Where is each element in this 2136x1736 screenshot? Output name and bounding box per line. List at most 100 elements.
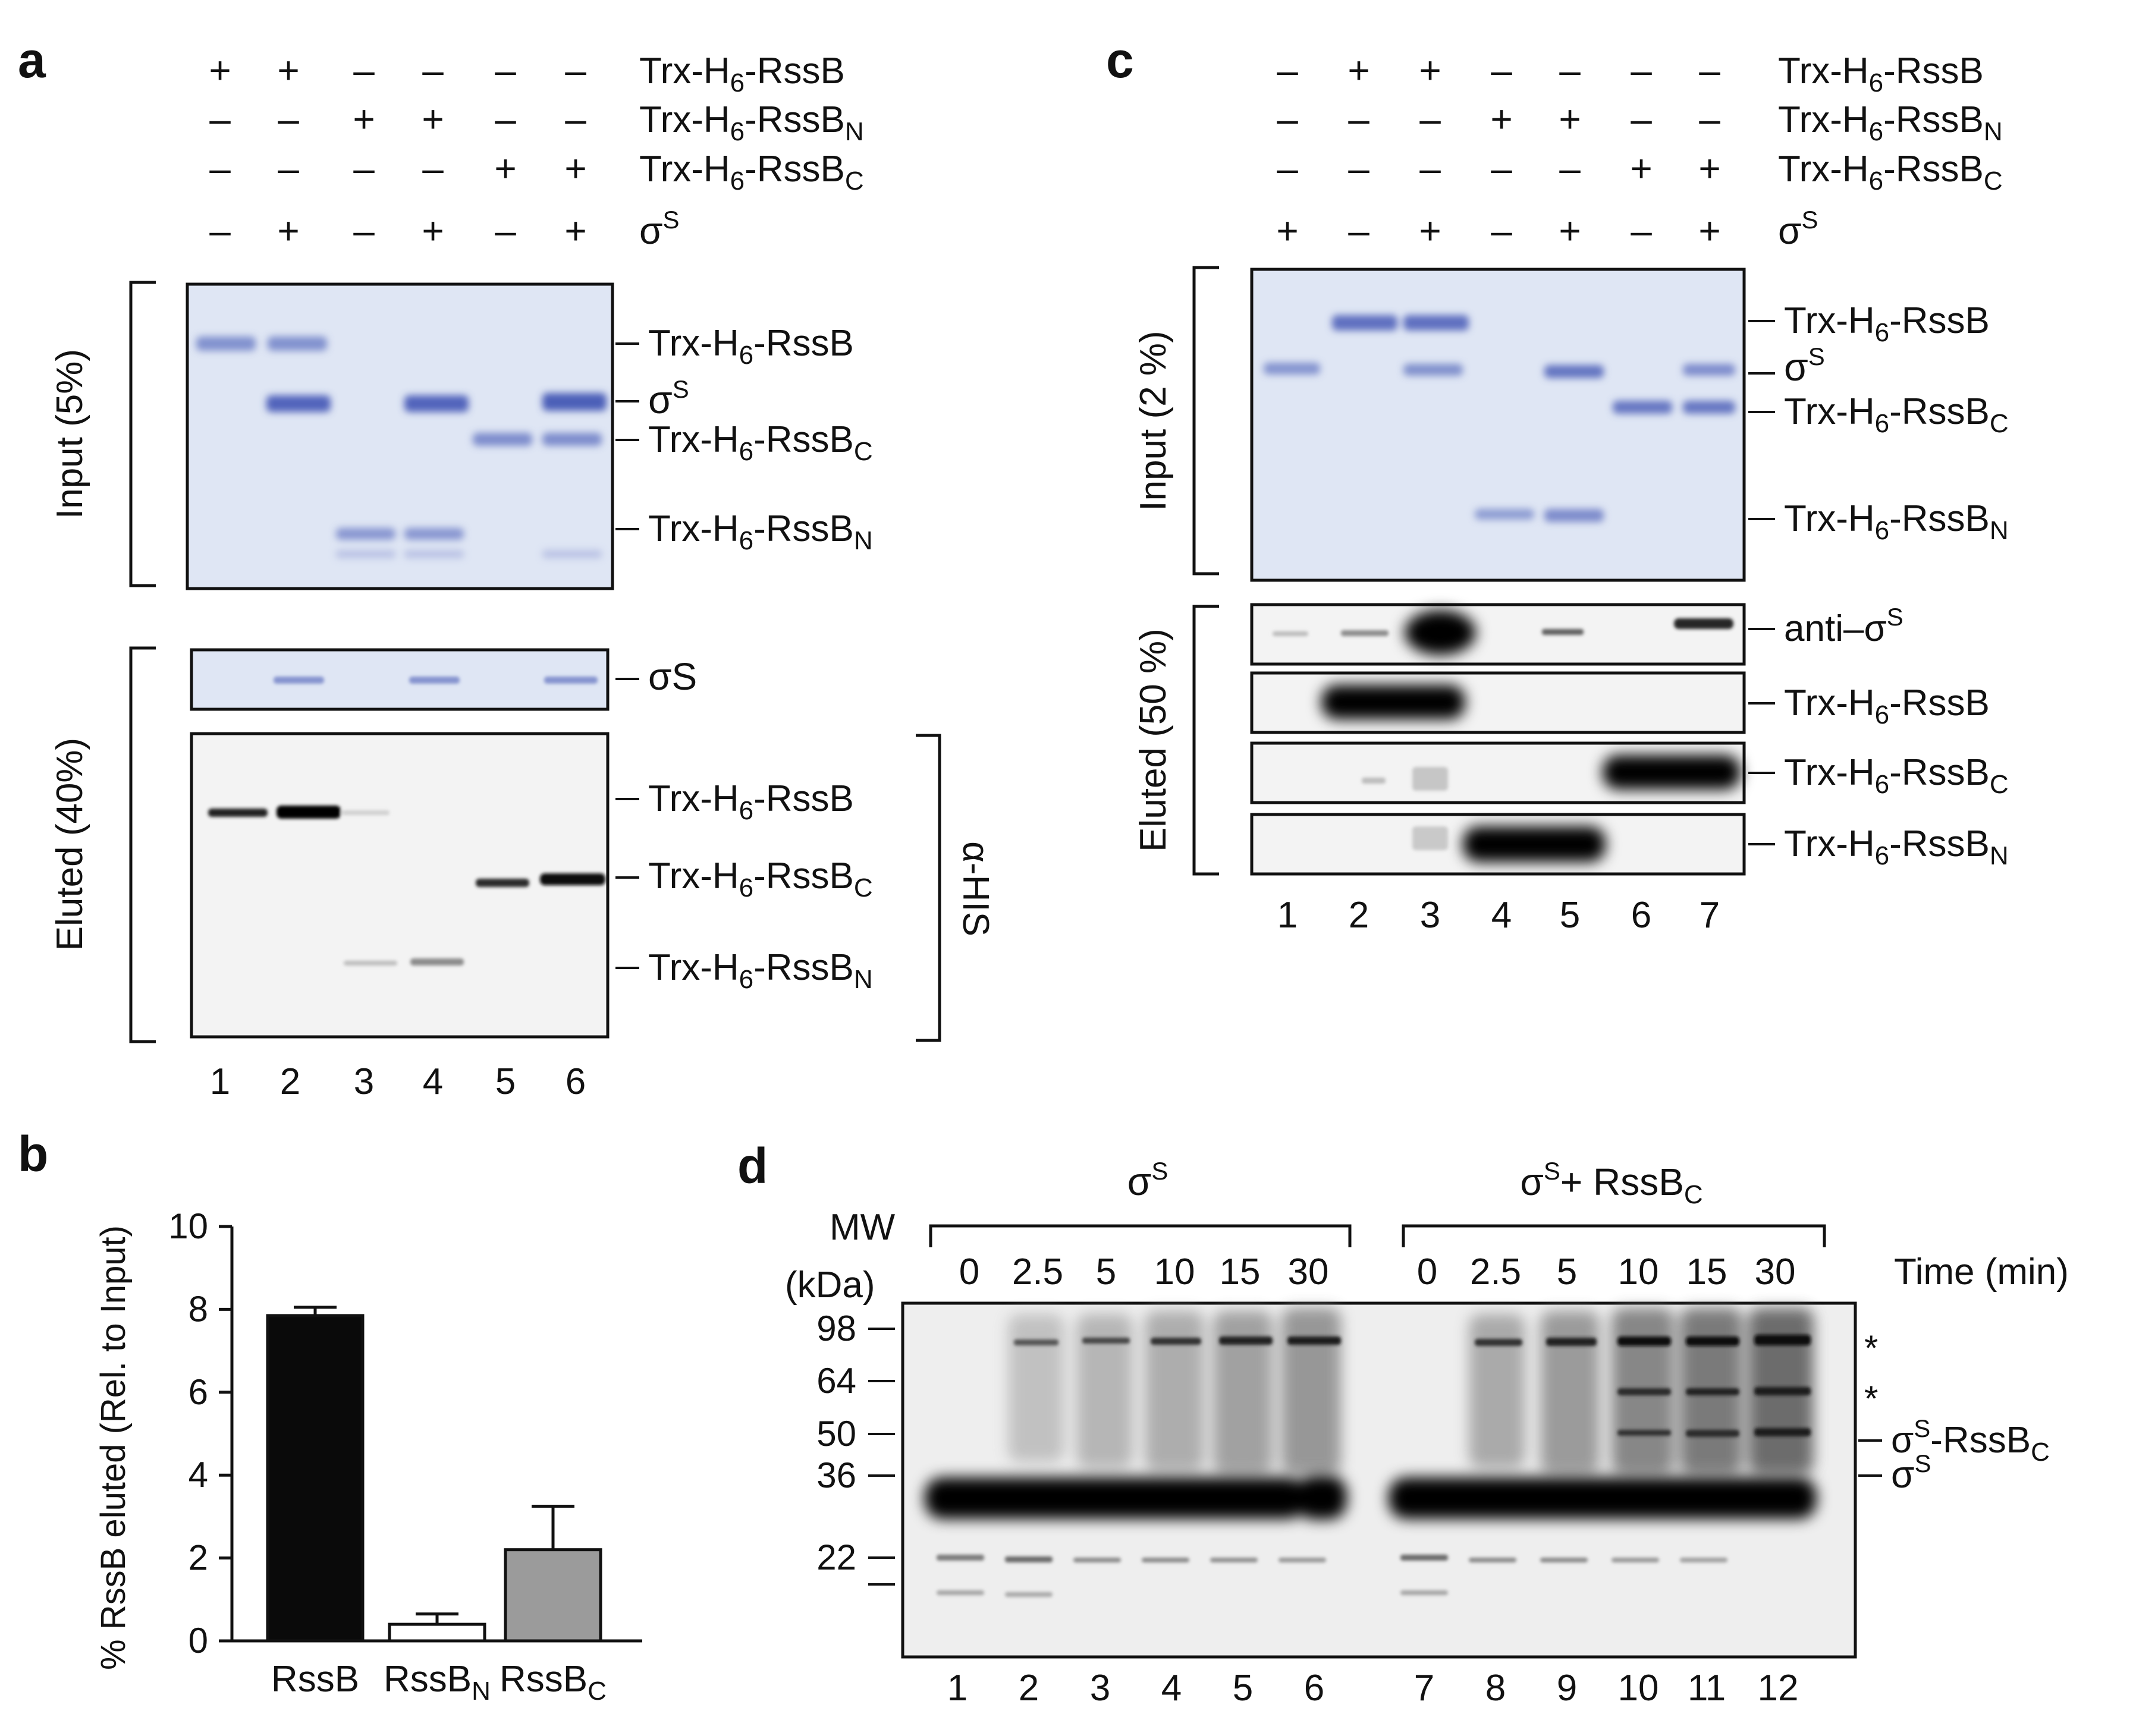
panel-c-row-1: – + + – – – – Trx-H6-RssB	[1277, 49, 1984, 98]
time-point: 2.5	[1470, 1251, 1521, 1292]
lane-number: 12	[1758, 1668, 1799, 1709]
sign: +	[1490, 98, 1512, 140]
band-rssbc	[473, 433, 532, 446]
panel-c-condition-table: – + + – – – – Trx-H6-RssB – – – + + – – …	[1276, 49, 2002, 252]
row-label: σS	[639, 206, 680, 252]
x-tick-label: RssB	[271, 1659, 359, 1700]
lane-number: 1	[210, 1061, 230, 1102]
label-rssbn: Trx-H6-RssBN	[1784, 823, 2009, 870]
label-rssbn: Trx-H6-RssBN	[1784, 498, 2009, 545]
x-tick-label: RssBN	[384, 1659, 491, 1706]
sign: +	[422, 98, 444, 140]
input-bracket	[129, 281, 156, 587]
y-tick-label: 4	[189, 1455, 208, 1495]
label-blot-rssb: Trx-H6-RssB	[648, 778, 854, 825]
lane-number: 6	[1304, 1668, 1324, 1709]
lane-number: 5	[495, 1061, 516, 1102]
sign: –	[495, 98, 516, 140]
sign: –	[1559, 49, 1581, 92]
lane-number: 7	[1414, 1668, 1434, 1709]
sign: +	[277, 49, 299, 92]
bands	[196, 336, 607, 558]
mw-22: 22	[816, 1537, 856, 1577]
lane-number: 10	[1618, 1668, 1659, 1709]
label-rssbn: Trx-H6-RssBN	[648, 508, 873, 555]
lane-number: 2	[1019, 1668, 1039, 1709]
time-label: Time (min)	[1894, 1251, 2069, 1292]
kda-label: (kDa)	[785, 1265, 875, 1306]
panel-a: a + + – – – – Trx-H6-RssB – – + + – – Tr…	[18, 32, 996, 1102]
sign: +	[1347, 49, 1369, 92]
eluted-label: Eluted (40%)	[49, 738, 90, 951]
row-label: Trx-H6-RssBC	[1778, 149, 2003, 196]
time-point: 15	[1220, 1251, 1261, 1292]
coomassie-gel	[1250, 268, 1746, 582]
label-blot-rssbc: Trx-H6-RssBC	[648, 856, 873, 902]
input-marker-lines	[615, 342, 639, 530]
y-axis-title: % RssB eluted (Rel. to Input)	[94, 1225, 133, 1670]
sign: –	[1348, 98, 1369, 140]
mw-64: 64	[816, 1361, 856, 1401]
panel-c-label: c	[1106, 32, 1134, 88]
eluted-band-labels: anti–σS Trx-H6-RssB Trx-H6-RssBC Trx-H6-…	[1784, 603, 2009, 870]
sign: –	[1631, 209, 1652, 252]
eluted-marker-lines	[1748, 628, 1775, 845]
blot-anti-sigma	[1250, 603, 1746, 666]
panel-c-eluted-blots: Eluted (50 %)	[1133, 603, 2009, 876]
sign: –	[209, 98, 231, 140]
input-label: Input (5%)	[49, 349, 90, 519]
faint-band	[542, 550, 602, 558]
sign: –	[1491, 49, 1512, 92]
sign: +	[353, 98, 375, 140]
time-point: 10	[1618, 1251, 1659, 1292]
label-eluted-sigma: σS	[648, 655, 697, 698]
sign: +	[422, 209, 444, 252]
sign: –	[495, 209, 516, 252]
panel-d-label: d	[737, 1138, 768, 1194]
sign: +	[1630, 147, 1652, 190]
eluted-bracket	[1192, 605, 1219, 876]
bar-chart: 0 2 4 6 8 10 RssB RssBN RssBC	[168, 1206, 642, 1706]
sign: –	[209, 147, 231, 190]
sign: –	[278, 98, 299, 140]
y-tick-label: 2	[189, 1538, 208, 1578]
sign: –	[1699, 49, 1720, 92]
time-point: 30	[1288, 1251, 1329, 1292]
panel-b-label: b	[18, 1126, 48, 1182]
sign: –	[278, 147, 299, 190]
sign: –	[565, 98, 586, 140]
time-point: 5	[1096, 1251, 1116, 1292]
y-tick-label: 10	[168, 1206, 208, 1246]
input-label: Input (2 %)	[1133, 331, 1174, 511]
label-rssbc: Trx-H6-RssBC	[648, 419, 873, 466]
sign: +	[277, 209, 299, 252]
panel-c: c – + + – – – – Trx-H6-RssB – – – + + – …	[1106, 32, 2009, 936]
eluted-label: Eluted (50 %)	[1133, 628, 1174, 852]
lane-number: 9	[1557, 1668, 1577, 1709]
lane-number: 8	[1485, 1668, 1506, 1709]
label-rssb: Trx-H6-RssB	[648, 323, 854, 370]
label-anti-sigma: anti–σS	[1784, 603, 1903, 649]
row-label: Trx-H6-RssBC	[639, 149, 864, 196]
label-sigma: σS	[1891, 1449, 1931, 1496]
sign: +	[494, 147, 516, 190]
mw-markers: 98 64 50 36 22	[816, 1309, 856, 1577]
sign: –	[1277, 98, 1298, 140]
sign: –	[353, 147, 375, 190]
sign: +	[1559, 98, 1581, 140]
sign: +	[1276, 209, 1298, 252]
band-sigma	[266, 395, 331, 412]
mw-label: MW	[830, 1207, 896, 1248]
label-sigma: σS	[1784, 342, 1825, 389]
label-blot-rssbn: Trx-H6-RssBN	[648, 947, 873, 994]
band-rssbn	[336, 528, 395, 540]
sign: +	[1419, 49, 1441, 92]
group-bracket-2	[1402, 1224, 1826, 1247]
mw-36: 36	[816, 1455, 856, 1495]
sign: –	[565, 49, 586, 92]
sign: –	[422, 147, 444, 190]
label-rssbc: Trx-H6-RssBC	[1784, 752, 2009, 799]
sign: –	[353, 209, 375, 252]
mw-ticks	[868, 1328, 895, 1586]
